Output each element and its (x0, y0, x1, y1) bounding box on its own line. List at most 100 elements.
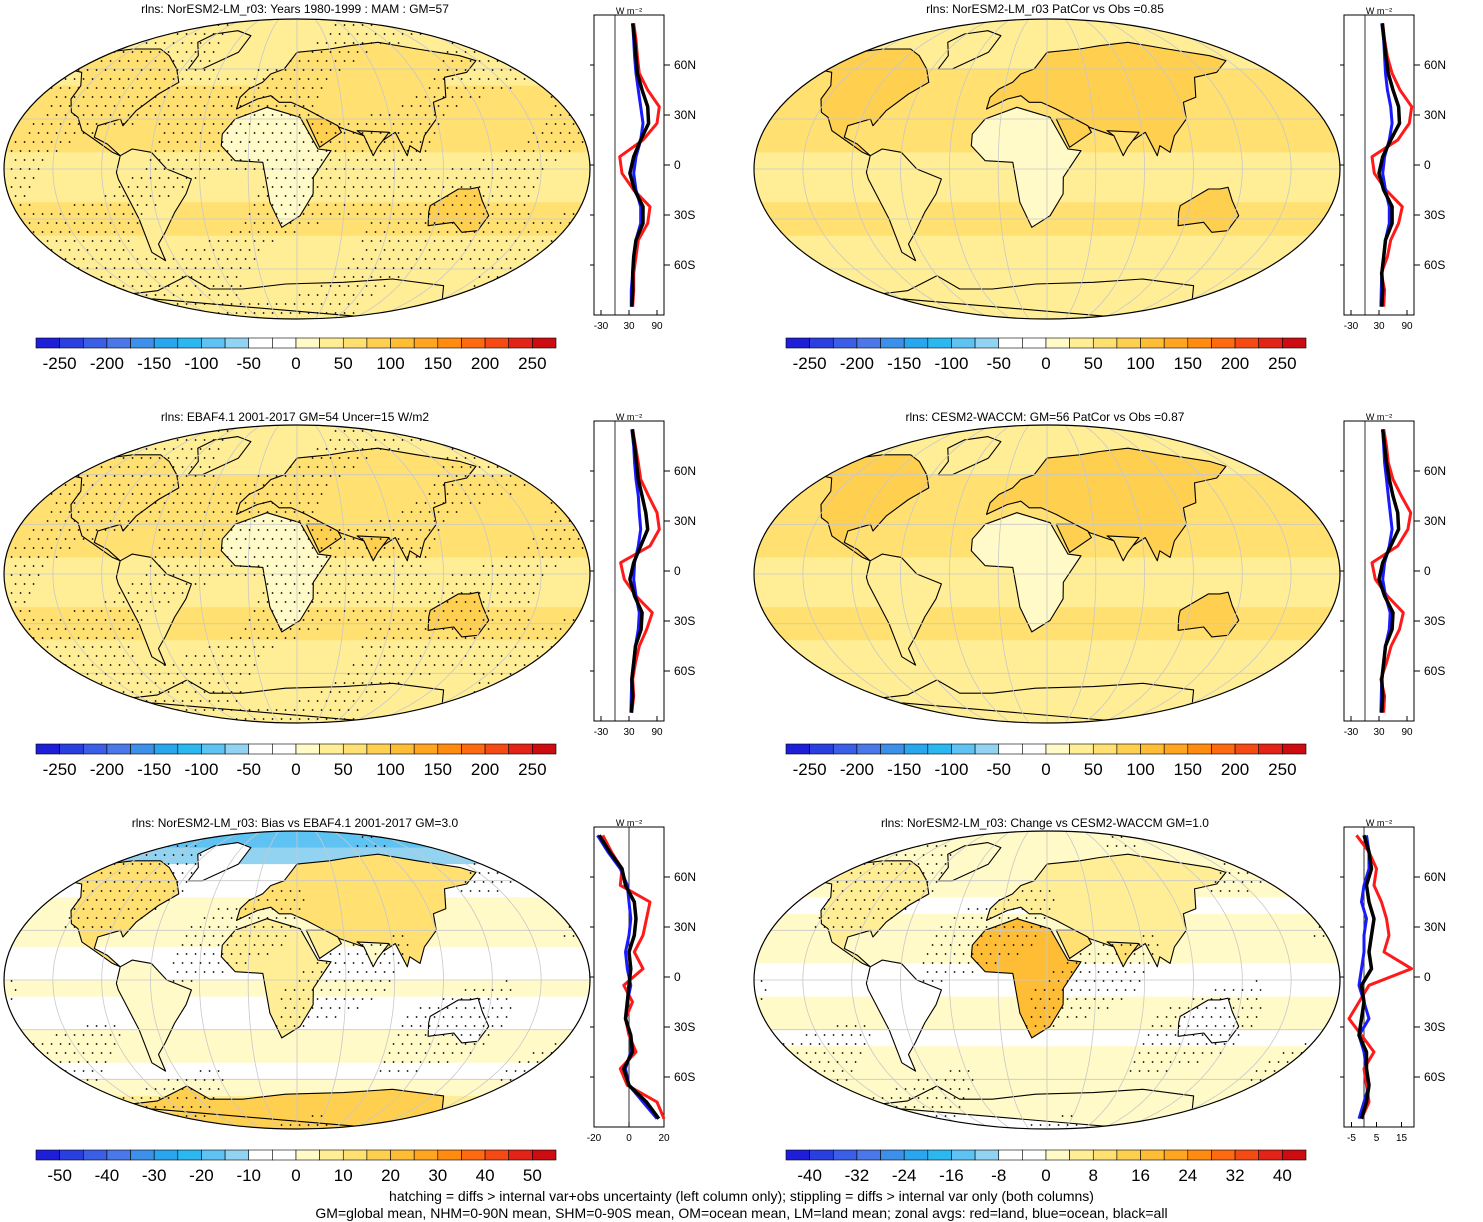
colorbar-swatch (178, 744, 202, 754)
colorbar-swatch (343, 1150, 367, 1160)
zonal-unit-label: W m⁻² (616, 818, 642, 828)
colorbar-swatch (1211, 744, 1235, 754)
x-tick-label: 90 (651, 727, 663, 738)
colorbar-tick-label: -100 (934, 760, 968, 779)
colorbar-swatch (857, 1150, 881, 1160)
lat-tick-label: 0 (1424, 564, 1431, 578)
footnote-line-1: hatching = diffs > internal var+obs unce… (0, 1188, 1483, 1205)
colorbar-swatch (107, 744, 131, 754)
colorbar-swatch (857, 338, 881, 348)
colorbar-swatch (509, 338, 533, 348)
x-tick-label: 90 (1401, 727, 1413, 738)
colorbar-swatch (154, 338, 178, 348)
colorbar-swatch (367, 1150, 391, 1160)
colorbar-tick-label: 150 (424, 354, 452, 373)
lat-tick-label: 60S (674, 1070, 695, 1084)
zonal-line-land (620, 23, 660, 306)
colorbar-swatch (1164, 744, 1188, 754)
panel-title: rlns: NorESM2-LM_r03 PatCor vs Obs =0.85 (750, 2, 1340, 16)
lat-tick-label: 60S (674, 664, 695, 678)
colorbar-swatch (1164, 1150, 1188, 1160)
colorbar-swatch (999, 1150, 1023, 1160)
colorbar-swatch (83, 744, 107, 754)
x-tick-label: -30 (1344, 727, 1359, 738)
colorbar-swatch (1164, 338, 1188, 348)
lat-tick-label: 0 (674, 564, 681, 578)
colorbar-tick-label: -250 (793, 760, 827, 779)
colorbar-swatch (904, 744, 928, 754)
lat-tick-label: 60S (1424, 258, 1445, 272)
colorbar-swatch (833, 338, 857, 348)
colorbar-swatch (201, 744, 225, 754)
colorbar-swatch (951, 1150, 975, 1160)
colorbar-swatch (225, 338, 249, 348)
lat-tick-label: 0 (1424, 970, 1431, 984)
colorbar-tick-label: -32 (845, 1166, 870, 1185)
colorbar-swatch (414, 1150, 438, 1160)
lat-tick-label: 30N (1424, 514, 1446, 528)
colorbar-swatch (131, 338, 155, 348)
panel-3: rlns: EBAF4.1 2001-2017 GM=54 Uncer=15 W… (0, 406, 733, 796)
colorbar-swatch (36, 338, 60, 348)
colorbar-swatch (975, 1150, 999, 1160)
colorbar-tick-label: 250 (518, 354, 546, 373)
colorbar-tick-label: -250 (43, 760, 77, 779)
colorbar-swatch (1046, 1150, 1070, 1160)
colorbar-swatch (904, 1150, 928, 1160)
colorbar-swatch (201, 1150, 225, 1160)
colorbar-swatch (60, 1150, 84, 1160)
colorbar-swatch (532, 744, 556, 754)
lat-tick-label: 60S (1424, 1070, 1445, 1084)
colorbar-tick-label: -50 (986, 760, 1011, 779)
colorbar-tick-label: 0 (291, 354, 300, 373)
world-map (2, 17, 592, 321)
colorbar-swatch (249, 338, 273, 348)
colorbar-swatch (343, 744, 367, 754)
colorbar-swatch (975, 338, 999, 348)
colorbar-tick-label: -100 (934, 354, 968, 373)
colorbar-swatch (1046, 338, 1070, 348)
lat-tick-label: 60N (1424, 58, 1446, 72)
colorbar-swatch (461, 744, 485, 754)
colorbar-tick-label: 30 (428, 1166, 447, 1185)
zonal-line-land (1372, 429, 1411, 712)
colorbar-swatch (509, 1150, 533, 1160)
colorbar-tick-label: -250 (43, 354, 77, 373)
lat-tick-label: 30N (674, 920, 696, 934)
colorbar-tick-label: 200 (471, 760, 499, 779)
colorbar-swatch (391, 1150, 415, 1160)
colorbar-swatch (1070, 338, 1094, 348)
panel-4: rlns: CESM2-WACCM: GM=56 PatCor vs Obs =… (750, 406, 1483, 796)
colorbar-tick-label: -200 (840, 354, 874, 373)
colorbar-swatch (1235, 744, 1259, 754)
lat-tick-label: 60S (1424, 664, 1445, 678)
lat-tick-label: 30S (1424, 614, 1445, 628)
colorbar-swatch (1235, 1150, 1259, 1160)
colorbar-swatch (786, 338, 810, 348)
colorbar-swatch (391, 744, 415, 754)
zonal-line-land (621, 429, 660, 712)
x-tick-label: 15 (1396, 1133, 1408, 1144)
map-field (2, 19, 592, 320)
colorbar-tick-label: -10 (236, 1166, 261, 1185)
lat-tick-label: 30N (674, 108, 696, 122)
colorbar-swatch (131, 744, 155, 754)
colorbar-swatch (438, 744, 462, 754)
zonal-line-land (603, 835, 664, 1118)
colorbar-swatch (414, 338, 438, 348)
world-map (2, 423, 592, 725)
colorbar-tick-label: 250 (518, 760, 546, 779)
colorbar-tick-label: -24 (892, 1166, 917, 1185)
colorbar-swatch (509, 744, 533, 754)
colorbar-tick-label: 0 (291, 1166, 300, 1185)
colorbar-swatch (1093, 744, 1117, 754)
colorbar-swatch (107, 338, 131, 348)
colorbar-swatch (1141, 744, 1165, 754)
colorbar-swatch (391, 338, 415, 348)
panel-title: rlns: NorESM2-LM_r03: Years 1980-1999 : … (0, 2, 590, 16)
zonal-line-land (1349, 835, 1412, 1118)
panel-1: rlns: NorESM2-LM_r03: Years 1980-1999 : … (0, 0, 733, 390)
colorbar-swatch (320, 1150, 344, 1160)
